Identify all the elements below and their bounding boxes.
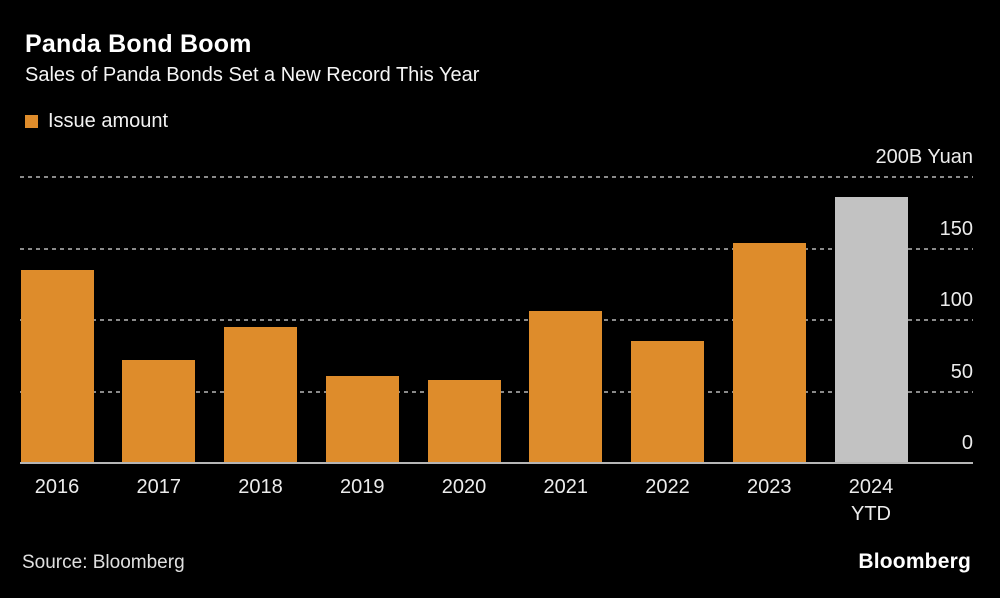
x-tick-label-2022: 2022	[613, 474, 723, 501]
gridline-200	[20, 176, 973, 178]
bar-2021	[529, 311, 603, 463]
bar-2019	[325, 375, 399, 463]
x-tick-line: 2022	[645, 476, 690, 498]
chart-title: Panda Bond Boom	[25, 30, 252, 58]
x-tick-line: 2021	[543, 476, 589, 498]
gridline-150	[20, 247, 973, 250]
legend-swatch-icon	[25, 115, 38, 128]
x-tick-line: 2018	[238, 476, 283, 498]
x-tick-line: 2023	[747, 476, 792, 498]
x-tick-label-2016: 2016	[2, 474, 112, 501]
x-tick-label-2020: 2020	[409, 474, 519, 501]
bar-2020	[427, 380, 501, 463]
chart-subtitle: Sales of Panda Bonds Set a New Record Th…	[25, 64, 480, 86]
y-tick-label-100: 100	[939, 289, 973, 311]
x-tick-line: 2016	[34, 476, 80, 498]
legend: Issue amount	[25, 110, 168, 133]
bar-2024-ytd	[834, 197, 908, 463]
x-tick-line: 2017	[136, 476, 182, 498]
x-tick-label-2023: 2023	[714, 474, 824, 501]
x-tick-line: 2024	[848, 476, 894, 498]
x-tick-label-2024-ytd: 2024 YTD	[816, 474, 926, 528]
x-tick-label-2021: 2021	[511, 474, 621, 501]
x-tick-line: YTD	[851, 503, 891, 525]
bar-2023	[732, 242, 806, 463]
source-credit: Source: Bloomberg	[22, 552, 185, 573]
y-tick-label-200b-yuan: 200B Yuan	[875, 146, 973, 168]
x-tick-label-2019: 2019	[307, 474, 417, 501]
y-tick-label-50: 50	[950, 360, 973, 383]
bar-2022	[631, 341, 704, 463]
gridline-100	[20, 319, 973, 321]
x-axis-line	[20, 462, 973, 464]
bloomberg-logo: Bloomberg	[858, 550, 971, 573]
bar-2017	[122, 360, 196, 463]
bar-2016	[20, 269, 94, 463]
x-tick-line: 2020	[441, 476, 487, 498]
x-tick-label-2018: 2018	[206, 474, 316, 501]
x-tick-label-2017: 2017	[104, 474, 214, 501]
y-tick-label-150: 150	[939, 217, 973, 240]
x-tick-line: 2019	[340, 476, 385, 498]
legend-label: Issue amount	[48, 110, 169, 132]
bar-2018	[224, 327, 297, 463]
y-tick-label-0: 0	[961, 432, 973, 454]
